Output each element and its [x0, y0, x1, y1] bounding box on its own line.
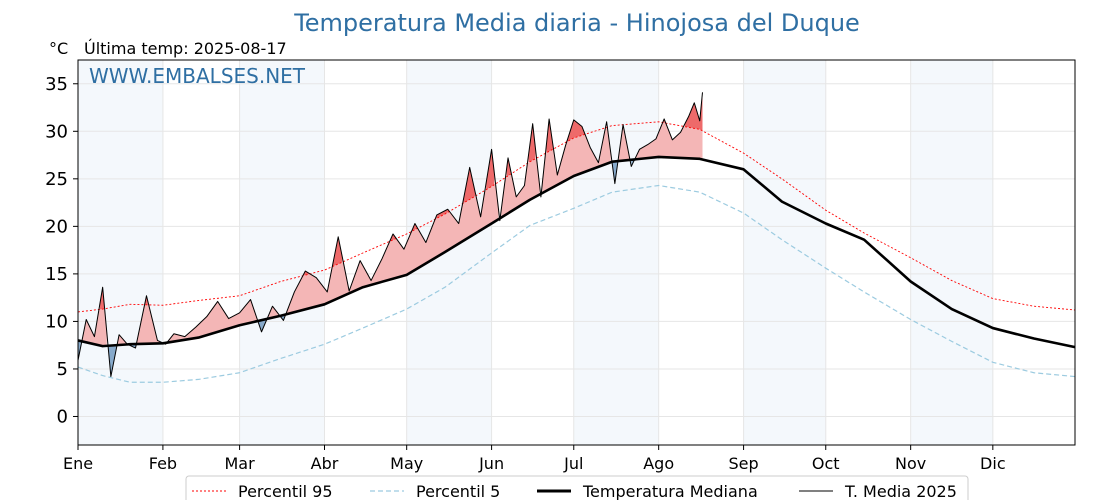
fill-above-median — [136, 304, 163, 345]
y-tick-label: 25 — [45, 169, 68, 190]
x-tick-label: Mar — [225, 454, 256, 473]
plot-frame — [77, 59, 1076, 446]
x-tick-label: Feb — [149, 454, 177, 473]
series-line-p5 — [77, 184, 1076, 383]
fill-above-p95 — [412, 223, 418, 232]
x-tick-label: Ene — [63, 454, 93, 473]
legend-label-median: Temperatura Mediana — [582, 482, 758, 500]
y-tick-label: 35 — [45, 74, 68, 95]
month-band — [239, 60, 325, 445]
x-axis-ticks: Ene Feb Mar Abr May Jun Jul Ago Sep Oct Nov Dic — [63, 445, 1006, 473]
month-band — [910, 60, 993, 445]
month-band — [78, 60, 163, 445]
legend-box — [185, 475, 969, 500]
x-tick-label: Sep — [729, 454, 759, 473]
y-axis-ticks: 0 5 10 15 20 25 30 35 — [45, 74, 78, 427]
fill-below-median — [612, 161, 618, 184]
x-tick-label: Oct — [812, 454, 840, 473]
x-tick-label: Jun — [478, 454, 504, 473]
fill-above-p95 — [332, 236, 343, 267]
fill-above-p95 — [145, 295, 148, 305]
chart-title: Temperatura Media diaria - Hinojosa del … — [293, 9, 860, 37]
watermark: WWW.EMBALSES.NET — [89, 64, 306, 88]
fill-above-p95 — [435, 209, 450, 219]
legend-label-p5: Percentil 5 — [416, 482, 500, 500]
fill-above-median — [286, 184, 499, 315]
x-tick-label: Ago — [643, 454, 674, 473]
fill-above-p95 — [462, 167, 476, 204]
fill-above-median — [117, 334, 128, 346]
x-tick-label: Nov — [895, 454, 926, 473]
fill-above-p95 — [390, 233, 396, 242]
y-tick-label: 15 — [45, 264, 68, 285]
fill-above-median — [618, 124, 630, 162]
legend-label-2025: T. Media 2025 — [844, 482, 957, 500]
x-tick-label: Abr — [311, 454, 339, 473]
fill-above-median — [82, 308, 107, 347]
x-tick-label: Jul — [563, 454, 583, 473]
series-line-p95 — [77, 121, 1076, 313]
y-tick-label: 20 — [45, 216, 68, 237]
month-band — [573, 60, 659, 445]
fill-above-median — [501, 158, 540, 218]
fill-above-p95 — [546, 118, 554, 153]
series-line-median — [77, 155, 1076, 349]
fill-above-median — [542, 127, 611, 194]
fill-above-p95 — [303, 271, 310, 276]
fill-above-median — [167, 299, 258, 343]
month-band — [743, 60, 826, 445]
last-temp-label: Última temp: 2025-08-17 — [84, 39, 287, 58]
y-unit-label: °C — [49, 39, 68, 58]
x-tick-label: May — [390, 454, 423, 473]
y-tick-label: 5 — [57, 359, 68, 380]
x-tick-label: Dic — [980, 454, 1006, 473]
y-tick-label: 10 — [45, 311, 68, 332]
month-bands — [78, 60, 993, 445]
y-tick-label: 30 — [45, 121, 68, 142]
legend-label-p95: Percentil 95 — [238, 482, 333, 500]
y-tick-label: 0 — [57, 406, 68, 427]
fill-above-median — [635, 122, 703, 160]
fill-above-p95 — [684, 92, 703, 131]
legend: Percentil 95 Percentil 5 Temperatura Med… — [185, 475, 969, 500]
series-lines — [77, 92, 1076, 383]
anomaly-fills — [78, 92, 703, 377]
series-line-2025 — [77, 92, 703, 378]
